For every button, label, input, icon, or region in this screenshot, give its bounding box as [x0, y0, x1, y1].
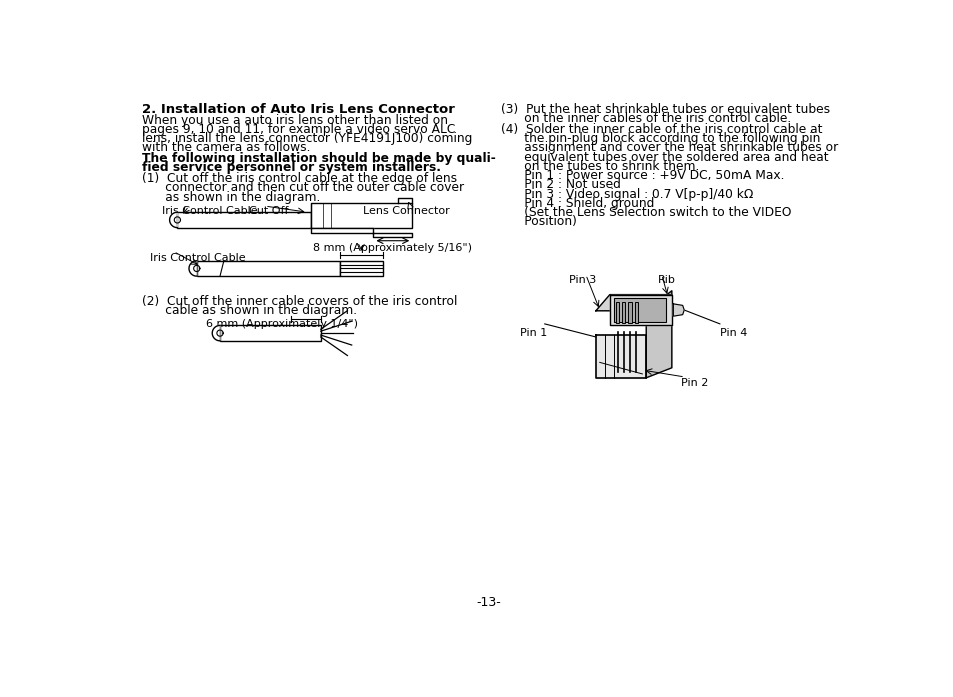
Text: connector and then cut off the outer cable cover: connector and then cut off the outer cab… [142, 181, 464, 194]
Text: -13-: -13- [476, 596, 500, 608]
Text: Pin 2 : Not used: Pin 2 : Not used [500, 178, 620, 192]
Polygon shape [596, 335, 645, 378]
Text: lens, install the lens connector (YFE4191J100) coming: lens, install the lens connector (YFE419… [142, 132, 473, 145]
Text: (2)  Cut off the inner cable covers of the iris control: (2) Cut off the inner cable covers of th… [142, 295, 457, 307]
Text: Iris Control Cable: Iris Control Cable [150, 253, 246, 263]
Text: the pin-plug block according to the following pin: the pin-plug block according to the foll… [500, 132, 820, 145]
Text: on the tubes to shrink them.: on the tubes to shrink them. [500, 160, 699, 173]
Bar [196, 261, 340, 276]
Text: (3)  Put the heat shrinkable tubes or equivalent tubes: (3) Put the heat shrinkable tubes or equ… [500, 103, 829, 116]
Bar [634, 302, 637, 323]
Bar [340, 261, 382, 276]
Text: Lens Connector: Lens Connector [363, 206, 450, 216]
Text: Pin 4 : Shield, ground: Pin 4 : Shield, ground [500, 197, 654, 210]
Text: Pin 3: Pin 3 [568, 275, 596, 285]
Text: assignment and cover the heat shrinkable tubes or: assignment and cover the heat shrinkable… [500, 141, 838, 155]
Text: with the camera as follows.: with the camera as follows. [142, 141, 311, 155]
Bar [613, 298, 665, 321]
Text: (Set the Lens Selection switch to the VIDEO: (Set the Lens Selection switch to the VI… [500, 206, 791, 219]
Text: The following installation should be made by quali-: The following installation should be mad… [142, 152, 496, 165]
Text: Pin 2: Pin 2 [680, 378, 708, 388]
Text: pages 9, 10 and 11, for example a video servo ALC: pages 9, 10 and 11, for example a video … [142, 123, 456, 136]
Text: (4)  Solder the inner cable of the iris control cable at: (4) Solder the inner cable of the iris c… [500, 123, 821, 136]
Text: Pin 1: Pin 1 [519, 328, 547, 338]
Bar [616, 302, 618, 323]
Text: Iris Control Cable: Iris Control Cable [162, 206, 257, 216]
Text: cable as shown in the diagram.: cable as shown in the diagram. [142, 304, 357, 317]
Text: Pin 1 : Power source : +9V DC, 50mA Max.: Pin 1 : Power source : +9V DC, 50mA Max. [500, 169, 784, 182]
Bar [177, 212, 311, 228]
Polygon shape [645, 291, 671, 378]
Bar [311, 203, 412, 228]
Bar [621, 302, 624, 323]
Text: Position): Position) [500, 215, 577, 229]
Bar [628, 302, 631, 323]
Text: equivalent tubes over the soldered area and heat: equivalent tubes over the soldered area … [500, 151, 828, 164]
Text: on the inner cables of the iris control cable.: on the inner cables of the iris control … [500, 112, 791, 125]
Text: 6 mm (Approximately 1/4"): 6 mm (Approximately 1/4") [206, 319, 357, 329]
Text: as shown in the diagram.: as shown in the diagram. [142, 191, 320, 204]
Text: (1)  Cut off the iris control cable at the edge of lens: (1) Cut off the iris control cable at th… [142, 172, 457, 185]
Polygon shape [609, 295, 671, 325]
Bar [220, 325, 320, 341]
Polygon shape [212, 325, 220, 341]
Text: Pin 3 : Video signal : 0.7 V[p-p]/40 kΩ: Pin 3 : Video signal : 0.7 V[p-p]/40 kΩ [500, 187, 753, 201]
Text: When you use a auto iris lens other than listed on: When you use a auto iris lens other than… [142, 114, 448, 127]
Polygon shape [311, 228, 412, 237]
Text: Rib: Rib [658, 275, 675, 285]
Polygon shape [673, 304, 683, 316]
Text: 8 mm (Approximately 5/16"): 8 mm (Approximately 5/16") [313, 243, 472, 253]
Text: fied service personnel or system installers.: fied service personnel or system install… [142, 162, 441, 174]
Text: Cut Off: Cut Off [249, 206, 289, 216]
Text: 2. Installation of Auto Iris Lens Connector: 2. Installation of Auto Iris Lens Connec… [142, 103, 455, 116]
Polygon shape [596, 295, 671, 311]
Text: Pin 4: Pin 4 [720, 328, 746, 338]
Polygon shape [189, 261, 196, 276]
Polygon shape [170, 212, 177, 228]
